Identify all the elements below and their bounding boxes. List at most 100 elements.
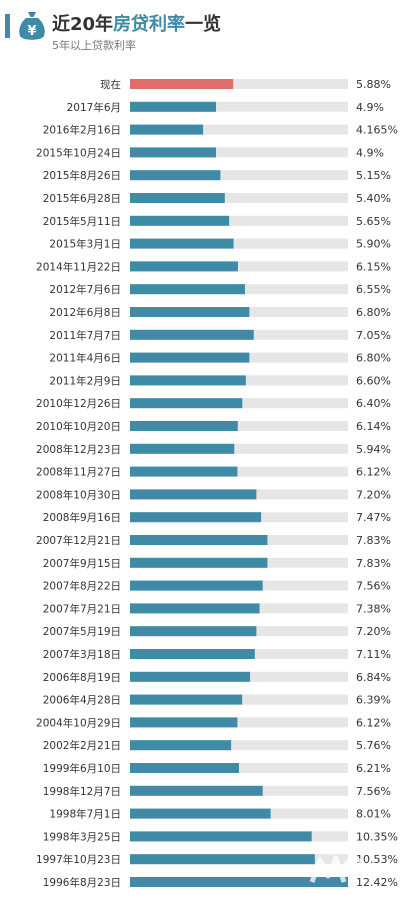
category-label: 2007年8月22日: [43, 580, 121, 593]
bar: [130, 215, 230, 226]
category-label: 2010年10月20日: [36, 420, 121, 433]
bar-row: 现在 5.88%: [100, 78, 391, 91]
chart-title: 近20年房贷利率一览: [52, 10, 221, 36]
chart-header: ¥ 近20年房贷利率一览 5年以上贷款利率: [0, 0, 409, 62]
category-label: 2007年12月21日: [36, 534, 121, 547]
bar-row: 2012年7月6日 6.55%: [49, 283, 391, 296]
category-label: 2010年12月26日: [36, 397, 121, 410]
value-label: 7.56%: [356, 580, 391, 593]
category-label: 2016年2月16日: [43, 124, 121, 137]
value-label: 7.20%: [356, 625, 391, 638]
value-label: 6.55%: [356, 283, 391, 296]
bar-track: [130, 170, 348, 181]
value-label: 6.80%: [356, 306, 391, 319]
category-label: 2007年5月19日: [43, 625, 121, 638]
category-label: 1998年12月7日: [43, 785, 121, 798]
bar: [130, 489, 257, 500]
bar-row: 2015年3月1日 5.90%: [49, 238, 391, 251]
bar-row: 1999年6月10日 6.21%: [43, 762, 391, 775]
bar-row: 2015年10月24日 4.9%: [36, 146, 384, 159]
bar-row: 2007年3月18日 7.11%: [43, 648, 391, 661]
value-label: 12.42%: [356, 876, 398, 889]
bar-track: [130, 740, 348, 751]
bar: [130, 535, 268, 545]
category-label: 2011年7月7日: [49, 329, 121, 342]
bar: [130, 740, 232, 751]
category-label: 2015年5月11日: [43, 215, 121, 228]
bar-track: [130, 717, 348, 728]
category-label: 2007年7月21日: [43, 602, 121, 615]
category-label: 2007年9月15日: [43, 557, 121, 570]
bar-row: 2006年4月28日 6.39%: [43, 694, 391, 707]
bar-track: [130, 466, 348, 477]
value-label: 5.94%: [356, 443, 391, 456]
bar: [130, 877, 348, 887]
value-label: 7.38%: [356, 602, 391, 615]
category-label: 2008年12月23日: [36, 443, 121, 456]
bar-row: 2016年2月16日 4.165%: [43, 124, 398, 137]
category-label: 1998年7月1日: [49, 808, 121, 821]
value-label: 10.35%: [356, 830, 398, 843]
value-label: 4.9%: [356, 146, 384, 159]
bar: [130, 649, 255, 659]
bar-track: [130, 443, 348, 454]
bar-track: [130, 193, 348, 203]
bar: [130, 512, 262, 523]
bar-row: 2007年9月15日 7.83%: [43, 557, 391, 570]
bar: [130, 375, 246, 386]
bar-row: 2004年10月29日 6.12%: [36, 716, 391, 729]
bar-row: 1998年12月7日 7.56%: [43, 785, 391, 798]
value-label: 7.47%: [356, 511, 391, 524]
value-label: 5.15%: [356, 169, 391, 182]
bar: [130, 626, 257, 637]
category-label: 2007年3月18日: [43, 648, 121, 661]
category-label: 2006年4月28日: [43, 694, 121, 707]
value-label: 6.39%: [356, 694, 391, 707]
bar: [130, 261, 238, 272]
bar-track: [130, 124, 348, 135]
bar-row: 2012年6月8日 6.80%: [49, 306, 391, 319]
bar-current: [130, 79, 234, 89]
category-label: 2014年11月22日: [36, 260, 121, 273]
bar-row: 2007年5月19日 7.20%: [43, 625, 391, 638]
value-label: 7.83%: [356, 534, 391, 547]
bar-row: 2015年5月11日 5.65%: [43, 215, 391, 228]
bar: [130, 352, 250, 363]
money-bag-icon: ¥: [19, 12, 45, 40]
title-suffix: 一览: [185, 14, 222, 35]
bar-track: [130, 147, 348, 158]
value-label: 6.84%: [356, 671, 391, 684]
bar-track: [130, 101, 348, 112]
bar: [130, 557, 268, 568]
bar-row: 2008年10月30日 7.20%: [36, 488, 391, 501]
bar: [130, 101, 217, 112]
category-label: 2004年10月29日: [36, 716, 121, 729]
value-label: 6.40%: [356, 397, 391, 410]
title-accent: 房贷利率: [113, 14, 186, 35]
category-label: 2008年9月16日: [43, 511, 121, 524]
svg-text:¥: ¥: [27, 24, 36, 39]
bar-row: 1996年8月23日 12.42%: [43, 876, 398, 889]
category-label: 2002年2月21日: [43, 739, 121, 752]
value-label: 4.9%: [356, 101, 384, 114]
bar: [130, 763, 239, 773]
bar-row: 2008年12月23日 5.94%: [36, 443, 391, 456]
bar: [130, 717, 238, 728]
bar: [130, 170, 221, 181]
bar-track: [130, 238, 348, 249]
bar: [130, 307, 250, 317]
value-label: 6.80%: [356, 352, 391, 365]
category-label: 2015年8月26日: [43, 169, 121, 182]
bar: [130, 671, 251, 682]
bar-row: 2011年2月9日 6.60%: [49, 374, 391, 387]
accent-strip: [5, 14, 10, 38]
bar: [130, 193, 225, 203]
bar-row: 2006年8月19日 6.84%: [43, 671, 391, 684]
bar-row: 2008年11月27日 6.12%: [36, 466, 391, 479]
value-label: 6.60%: [356, 374, 391, 387]
value-label: 5.40%: [356, 192, 391, 205]
bar-row: 2017年6月 4.9%: [67, 101, 384, 114]
value-label: 7.05%: [356, 329, 391, 342]
bar-row: 2007年7月21日 7.38%: [43, 602, 391, 615]
